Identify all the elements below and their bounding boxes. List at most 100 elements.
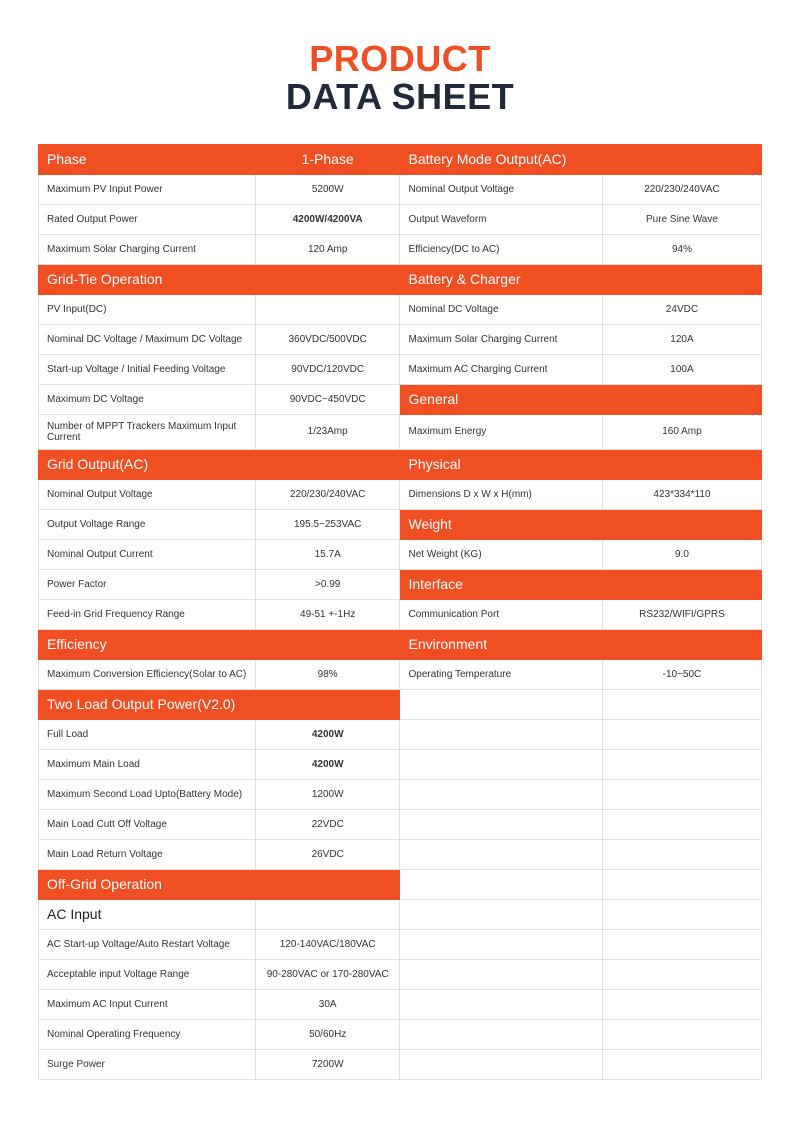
table-cell: Physical (400, 449, 602, 479)
table-cell (602, 449, 761, 479)
table-cell: Maximum AC Input Current (39, 989, 256, 1019)
table-row: Nominal DC Voltage / Maximum DC Voltage3… (39, 324, 762, 354)
table-cell: 26VDC (255, 839, 400, 869)
table-cell (602, 839, 761, 869)
table-row: Power Factor>0.99Interface (39, 569, 762, 599)
table-cell: Nominal Operating Frequency (39, 1019, 256, 1049)
table-cell (255, 294, 400, 324)
table-cell: Maximum Main Load (39, 749, 256, 779)
table-cell: Communication Port (400, 599, 602, 629)
table-cell (400, 809, 602, 839)
table-cell (602, 264, 761, 294)
table-row: Acceptable input Voltage Range90-280VAC … (39, 959, 762, 989)
table-row: Feed-in Grid Frequency Range49-51 +-1HzC… (39, 599, 762, 629)
table-cell: Nominal Output Voltage (39, 479, 256, 509)
table-cell: AC Input (39, 899, 256, 929)
table-cell: Surge Power (39, 1049, 256, 1079)
table-cell: 423*334*110 (602, 479, 761, 509)
table-cell: General (400, 384, 602, 414)
table-cell: 90-280VAC or 170-280VAC (255, 959, 400, 989)
table-cell (602, 569, 761, 599)
table-cell: Maximum PV Input Power (39, 174, 256, 204)
table-cell: Acceptable input Voltage Range (39, 959, 256, 989)
table-cell: 1-Phase (255, 144, 400, 174)
table-row: Nominal Output Voltage220/230/240VACDime… (39, 479, 762, 509)
table-cell (602, 144, 761, 174)
table-cell: 90VDC/120VDC (255, 354, 400, 384)
table-cell: 22VDC (255, 809, 400, 839)
table-cell (255, 899, 400, 929)
table-cell: Output Voltage Range (39, 509, 256, 539)
title-line-2: DATA SHEET (38, 78, 762, 116)
table-cell: Maximum Energy (400, 414, 602, 449)
table-row: Main Load Cutt Off Voltage22VDC (39, 809, 762, 839)
table-cell: 90VDC~450VDC (255, 384, 400, 414)
table-cell: 1200W (255, 779, 400, 809)
table-cell: Maximum DC Voltage (39, 384, 256, 414)
table-cell: 1/23Amp (255, 414, 400, 449)
table-cell: Start-up Voltage / Initial Feeding Volta… (39, 354, 256, 384)
table-cell: 195.5~253VAC (255, 509, 400, 539)
table-row: PV Input(DC)Nominal DC Voltage24VDC (39, 294, 762, 324)
table-cell (400, 719, 602, 749)
table-cell (602, 989, 761, 1019)
table-cell: Power Factor (39, 569, 256, 599)
table-row: Full Load4200W (39, 719, 762, 749)
table-row: EfficiencyEnvironment (39, 629, 762, 659)
table-cell: 5200W (255, 174, 400, 204)
table-cell (602, 749, 761, 779)
table-row: Grid Output(AC) Physical (39, 449, 762, 479)
table-cell: Grid Output(AC) (39, 449, 256, 479)
table-row: Main Load Return Voltage26VDC (39, 839, 762, 869)
table-cell: 4200W/4200VA (255, 204, 400, 234)
table-cell: Two Load Output Power(V2.0) (39, 689, 256, 719)
table-cell (400, 839, 602, 869)
table-cell (400, 989, 602, 1019)
table-cell: >0.99 (255, 569, 400, 599)
table-cell (602, 959, 761, 989)
table-cell (400, 899, 602, 929)
table-cell (602, 779, 761, 809)
table-cell: 94% (602, 234, 761, 264)
table-cell: Phase (39, 144, 256, 174)
table-cell (400, 869, 602, 899)
table-cell: Main Load Return Voltage (39, 839, 256, 869)
table-row: Nominal Output Current15.7ANet Weight (K… (39, 539, 762, 569)
table-cell (602, 689, 761, 719)
table-cell: 50/60Hz (255, 1019, 400, 1049)
table-cell: Battery Mode Output(AC) (400, 144, 602, 174)
table-cell: Off-Grid Operation (39, 869, 256, 899)
table-row: Grid-Tie OperationBattery & Charger (39, 264, 762, 294)
table-cell (602, 809, 761, 839)
table-row: Maximum PV Input Power5200WNominal Outpu… (39, 174, 762, 204)
table-cell: 220/230/240VAC (255, 479, 400, 509)
table-row: Maximum Conversion Efficiency(Solar to A… (39, 659, 762, 689)
table-cell: Full Load (39, 719, 256, 749)
table-row: Number of MPPT Trackers Maximum Input Cu… (39, 414, 762, 449)
table-cell: Maximum Conversion Efficiency(Solar to A… (39, 659, 256, 689)
table-cell: Dimensions D x W x H(mm) (400, 479, 602, 509)
table-cell: 160 Amp (602, 414, 761, 449)
table-cell: Operating Temperature (400, 659, 602, 689)
table-cell: Pure Sine Wave (602, 204, 761, 234)
table-row: AC Start-up Voltage/Auto Restart Voltage… (39, 929, 762, 959)
table-cell (400, 959, 602, 989)
table-cell: 100A (602, 354, 761, 384)
table-cell: 49-51 +-1Hz (255, 599, 400, 629)
table-cell: Rated Output Power (39, 204, 256, 234)
table-cell (602, 719, 761, 749)
table-row: Off-Grid Operation (39, 869, 762, 899)
table-cell: Battery & Charger (400, 264, 602, 294)
table-cell: Net Weight (KG) (400, 539, 602, 569)
table-cell: Number of MPPT Trackers Maximum Input Cu… (39, 414, 256, 449)
table-cell: 4200W (255, 719, 400, 749)
table-row: Two Load Output Power(V2.0) (39, 689, 762, 719)
table-row: Output Voltage Range195.5~253VACWeight (39, 509, 762, 539)
table-cell: 30A (255, 989, 400, 1019)
table-cell (602, 929, 761, 959)
table-cell (602, 869, 761, 899)
table-cell (255, 264, 400, 294)
table-row: Surge Power7200W (39, 1049, 762, 1079)
spec-table: Phase1-PhaseBattery Mode Output(AC)Maxim… (38, 144, 762, 1080)
table-row: Phase1-PhaseBattery Mode Output(AC) (39, 144, 762, 174)
